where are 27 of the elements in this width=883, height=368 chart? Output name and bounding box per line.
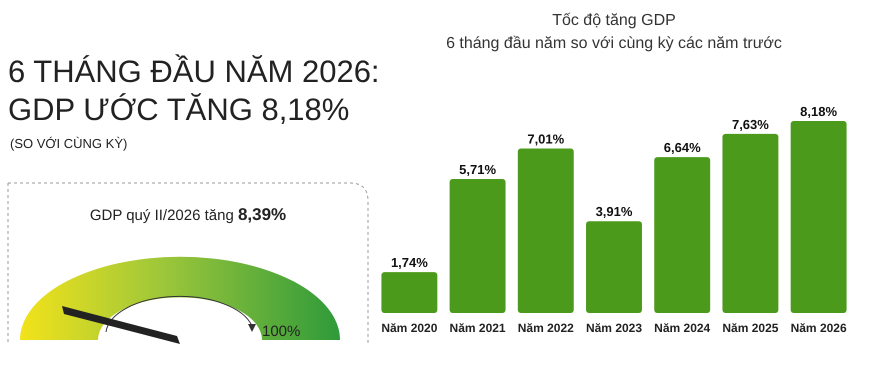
x-tick-label: Năm 2021 — [450, 321, 506, 335]
bar — [722, 134, 778, 313]
bar — [450, 178, 506, 313]
x-tick-label: Năm 2025 — [722, 321, 779, 335]
data-label: 3,91% — [596, 204, 633, 220]
text: 6 THÁNG ĐẦU NĂM 2026: GDP ƯỚC TĂNG 8,18% — [8, 54, 380, 127]
data-label: 7,63% — [732, 116, 770, 132]
data-label: 7,01% — [527, 131, 565, 146]
data-label: 8,18% — [800, 104, 838, 119]
text: 100% — [262, 323, 300, 340]
x-tick-label: Năm 2020 — [381, 321, 438, 335]
data-label: 6,64% — [664, 140, 702, 156]
x-tick-label: Năm 2022 — [518, 321, 574, 335]
chart-title: Tốc độ tăng GDP — [552, 12, 676, 29]
bar — [518, 148, 574, 313]
chart-subtitle: 6 tháng đầu năm so với cùng kỳ các năm trước — [446, 35, 782, 52]
x-tick-label: Năm 2024 — [654, 321, 711, 335]
bar — [586, 221, 642, 313]
text: (SO VỚI CÙNG KỲ) — [10, 136, 128, 151]
bar — [790, 121, 847, 313]
x-tick-label: Năm 2026 — [790, 321, 847, 335]
data-label: 5,71% — [459, 162, 496, 177]
bar — [654, 157, 710, 313]
text: GDP quý II/2026 tăng 8,39% — [90, 205, 286, 224]
bar — [381, 272, 438, 313]
x-tick-label: Năm 2023 — [586, 321, 642, 335]
data-label: 1,74% — [390, 255, 428, 270]
